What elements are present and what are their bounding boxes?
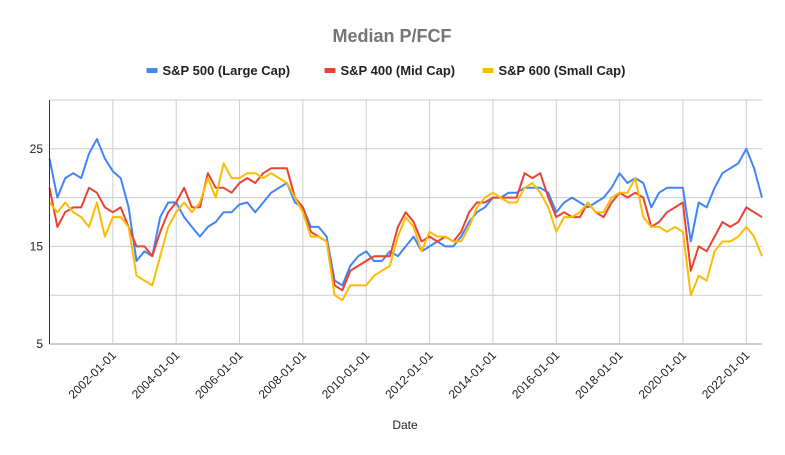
- chart-title: Median P/FCF: [332, 26, 451, 46]
- series-line-0: [48, 138, 763, 287]
- y-tick-label: 25: [30, 142, 44, 156]
- legend-label: S&P 500 (Large Cap): [163, 63, 291, 78]
- gridlines: [49, 99, 762, 345]
- x-axis-label: Date: [392, 418, 418, 432]
- x-tick-label: 2006-01-01: [192, 348, 246, 402]
- legend-item: S&P 400 (Mid Cap): [324, 63, 456, 78]
- legend-swatch: [482, 68, 494, 73]
- y-axis-ticks: 5 15 25: [30, 142, 44, 351]
- legend-item: S&P 600 (Small Cap): [482, 63, 626, 78]
- legend: S&P 500 (Large Cap) S&P 400 (Mid Cap) S&P …: [146, 63, 626, 78]
- legend-swatch: [324, 68, 336, 73]
- x-tick-label: 2010-01-01: [319, 348, 373, 402]
- x-axis-ticks: 2002-01-01 2004-01-01 2006-01-01 2008-01-01…: [66, 348, 753, 402]
- series-line-2: [48, 162, 763, 302]
- series-lines: [48, 138, 763, 302]
- legend-label: S&P 600 (Small Cap): [499, 63, 626, 78]
- x-tick-label: 2020-01-01: [636, 348, 690, 402]
- y-tick-label: 5: [36, 337, 43, 351]
- x-tick-label: 2018-01-01: [572, 348, 626, 402]
- y-tick-label: 15: [30, 239, 44, 253]
- legend-item: S&P 500 (Large Cap): [146, 63, 291, 78]
- x-tick-label: 2012-01-01: [382, 348, 436, 402]
- series-line-1: [48, 167, 763, 292]
- x-tick-label: 2004-01-01: [129, 348, 183, 402]
- x-tick-label: 2002-01-01: [66, 348, 120, 402]
- x-tick-label: 2008-01-01: [256, 348, 310, 402]
- x-tick-label: 2014-01-01: [446, 348, 500, 402]
- legend-label: S&P 400 (Mid Cap): [341, 63, 456, 78]
- x-tick-label: 2016-01-01: [509, 348, 563, 402]
- x-tick-label: 2022-01-01: [699, 348, 753, 402]
- legend-swatch: [146, 68, 158, 73]
